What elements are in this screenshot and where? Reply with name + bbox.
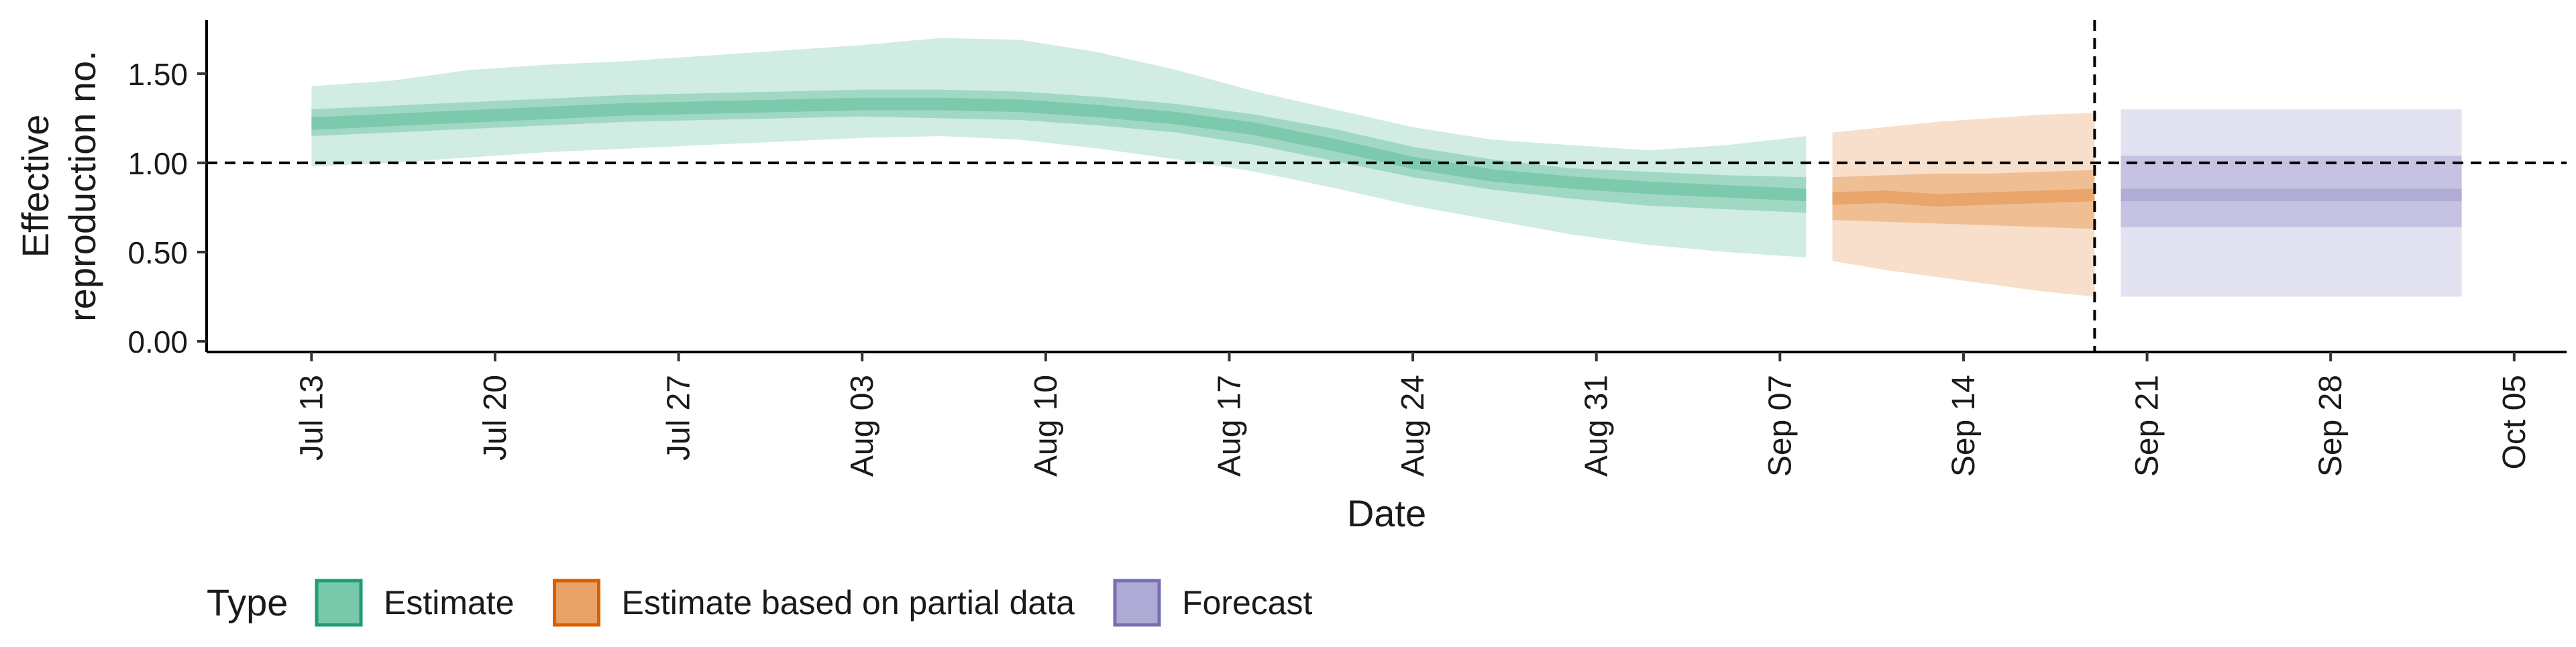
legend-title: Type: [207, 581, 288, 624]
x-tick-label: Aug 24: [1395, 375, 1431, 477]
y-tick-label: 1.50: [127, 57, 188, 92]
x-tick-label: Sep 14: [1946, 375, 1982, 477]
x-tick-label: Jul 13: [294, 375, 329, 461]
band-layer: [311, 38, 2462, 297]
x-tick-label: Jul 20: [478, 375, 513, 461]
legend-label-1: Estimate based on partial data: [622, 584, 1075, 622]
x-tick-label: Jul 27: [661, 375, 697, 461]
x-tick-label: Sep 21: [2130, 375, 2165, 477]
reference-lines: [207, 20, 2567, 352]
y-axis-title-line-1: Effective: [14, 115, 56, 258]
x-tick-label: Sep 28: [2313, 375, 2349, 477]
legend-swatch-2: [1113, 579, 1161, 627]
axis-labels: Date Effective reproduction no.: [14, 50, 1426, 534]
axes-layer: 0.00 0.50 1.00 1.50 Jul 13 Jul 20 Jul 27 Aug 03…: [127, 20, 2567, 477]
x-tick-label: Oct 05: [2497, 375, 2532, 469]
series-0-band-0-median: [311, 97, 1807, 202]
x-axis-title: Date: [1347, 492, 1426, 534]
x-tick-label: Aug 10: [1028, 375, 1064, 477]
legend-label-0: Estimate: [384, 584, 515, 622]
x-tick-label: Aug 03: [845, 375, 880, 477]
series-1-band-0-median: [1832, 188, 2095, 207]
legend-swatch-0: [315, 579, 363, 627]
series-0-band-0-90ci: [311, 38, 1807, 257]
legend: Type Estimate Estimate based on partial d…: [207, 579, 1313, 627]
y-axis-title-line-2: reproduction no.: [61, 50, 103, 322]
legend-swatch-1: [553, 579, 601, 627]
y-tick-label: 0.50: [127, 235, 188, 270]
y-tick-label: 0.00: [127, 325, 188, 359]
x-tick-label: Aug 31: [1579, 375, 1615, 477]
legend-label-2: Forecast: [1182, 584, 1313, 622]
x-tick-label: Sep 07: [1762, 375, 1798, 477]
x-tick-label: Aug 17: [1212, 375, 1248, 477]
series-2-band-0-median: [2121, 188, 2462, 202]
y-tick-label: 1.00: [127, 146, 188, 181]
